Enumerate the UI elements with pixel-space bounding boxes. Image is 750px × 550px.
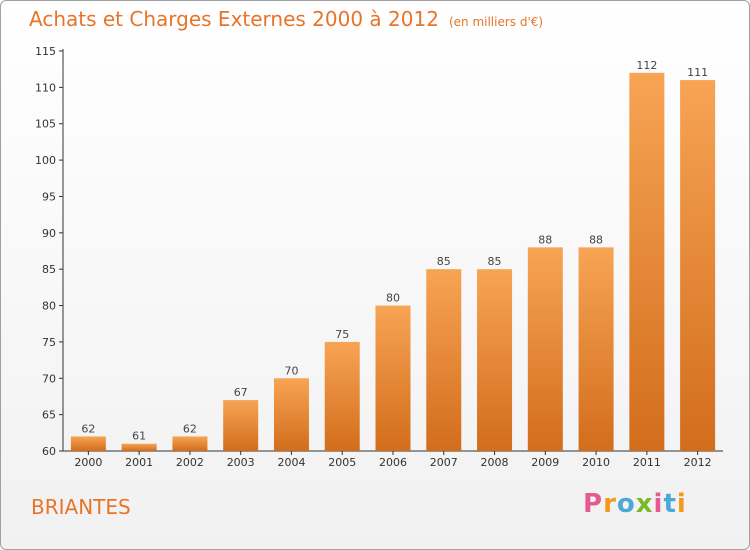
- bar: [375, 305, 411, 451]
- bar: [172, 436, 208, 451]
- commune-name: BRIANTES: [31, 495, 131, 519]
- bar: [121, 443, 157, 451]
- x-tick-label: 2007: [430, 456, 458, 469]
- x-tick-label: 2006: [379, 456, 407, 469]
- data-label: 80: [386, 292, 400, 305]
- x-tick-label: 2001: [125, 456, 153, 469]
- y-tick-label: 85: [42, 263, 56, 276]
- y-tick-label: 70: [42, 372, 56, 385]
- data-label: 112: [636, 59, 657, 72]
- data-label: 62: [183, 422, 197, 435]
- data-label: 85: [437, 255, 451, 268]
- x-tick-label: 2009: [531, 456, 559, 469]
- bars: [70, 72, 716, 452]
- chart-title: Achats et Charges Externes 2000 à 2012 (e…: [29, 7, 543, 31]
- bar: [273, 378, 309, 451]
- y-tick-label: 115: [35, 45, 56, 58]
- x-tick-label: 2003: [227, 456, 255, 469]
- axes: 60 65 70 75 80 85 90 95 100 105 110 115: [35, 45, 723, 458]
- y-tick-label: 95: [42, 190, 56, 203]
- bar: [527, 247, 563, 451]
- bar: [578, 247, 614, 451]
- data-label: 61: [132, 430, 146, 443]
- x-tick-label: 2000: [74, 456, 102, 469]
- bar: [426, 269, 462, 451]
- y-tick-label: 60: [42, 445, 56, 458]
- y-tick-label: 105: [35, 118, 56, 131]
- y-tick-label: 65: [42, 409, 56, 422]
- x-tick-label: 2002: [176, 456, 204, 469]
- data-label: 70: [284, 364, 298, 377]
- bar: [629, 72, 665, 452]
- bar: [477, 269, 513, 451]
- y-tick-label: 110: [35, 81, 56, 94]
- x-tick-label: 2004: [277, 456, 305, 469]
- chart-unit: (en milliers d'€): [448, 15, 544, 29]
- bar: [70, 436, 106, 451]
- x-tick-label: 2012: [684, 456, 712, 469]
- bar: [680, 80, 716, 451]
- data-label: 85: [488, 255, 502, 268]
- x-tick-label: 2010: [582, 456, 610, 469]
- proxiti-logo: Proxiti: [583, 489, 687, 519]
- y-tick-label: 75: [42, 336, 56, 349]
- data-label: 75: [335, 328, 349, 341]
- y-tick-label: 90: [42, 227, 56, 240]
- x-tick-label: 2011: [633, 456, 661, 469]
- x-tick-label: 2005: [328, 456, 356, 469]
- data-label: 62: [81, 422, 95, 435]
- labels: 2000 62 2001 61 2002 62 2003 67 2004 70 2005 75 2006…: [74, 59, 711, 469]
- bar: [324, 341, 360, 451]
- data-label: 111: [687, 66, 708, 79]
- y-tick-label: 80: [42, 300, 56, 313]
- bar: [223, 400, 259, 451]
- x-tick-label: 2008: [481, 456, 509, 469]
- data-label: 88: [538, 233, 552, 246]
- y-tick-label: 100: [35, 154, 56, 167]
- data-label: 67: [234, 386, 248, 399]
- data-label: 88: [589, 233, 603, 246]
- chart-title-text: Achats et Charges Externes 2000 à 2012: [29, 7, 439, 31]
